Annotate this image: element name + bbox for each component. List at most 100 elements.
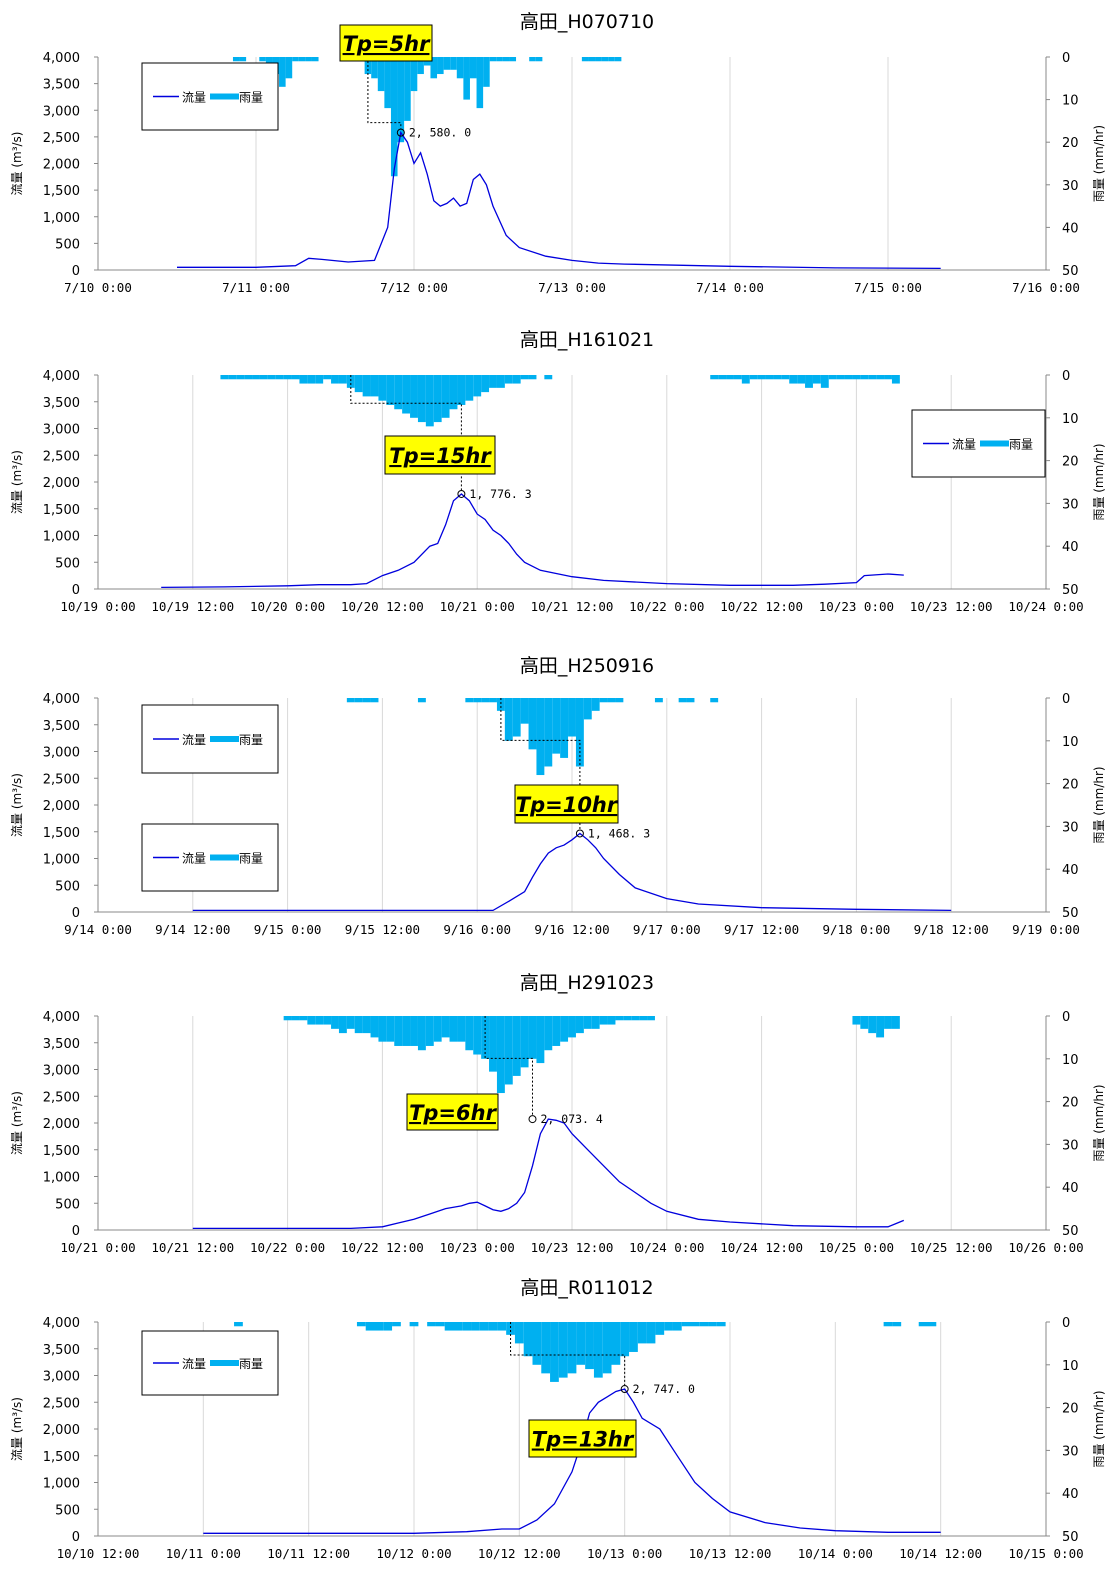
rain-bar (918, 1322, 928, 1327)
x-tick-label: 10/23 0:00 (440, 1240, 515, 1255)
y-tick-label-left: 3,500 (43, 719, 80, 734)
rain-bar (496, 1016, 505, 1094)
x-tick-label: 10/14 12:00 (899, 1546, 982, 1561)
y-tick-label-left: 2,500 (43, 131, 80, 146)
y-tick-label-left: 0 (72, 1530, 80, 1545)
tp-label: Tp=13hr (532, 1428, 635, 1452)
y-tick-label-left: 1,500 (43, 826, 80, 841)
tp-box (384, 435, 496, 475)
rain-bar (544, 698, 553, 767)
chart-title: 高田_H161021 (520, 329, 654, 351)
rain-bar (608, 57, 615, 62)
rain-bar (417, 375, 426, 423)
rain-bar (601, 57, 609, 62)
rain-bar (541, 1322, 551, 1374)
rain-bar (583, 1016, 592, 1029)
flow-line (192, 1118, 905, 1230)
x-tick-label: 10/19 0:00 (60, 599, 135, 614)
rain-bar (346, 698, 355, 703)
rain-bar (457, 1016, 466, 1042)
rain-bar (427, 1322, 436, 1327)
rain-bar (430, 57, 438, 79)
x-tick-label: 10/24 12:00 (720, 1240, 803, 1255)
x-tick-label: 10/14 0:00 (798, 1546, 873, 1561)
y-tick-label-left: 1,000 (43, 530, 80, 545)
y-tick-label-left: 2,000 (43, 1423, 80, 1438)
y-tick-label-left: 2,500 (43, 772, 80, 787)
rain-bar (532, 1322, 542, 1365)
rain-bar (365, 1322, 375, 1331)
rain-bar (828, 375, 837, 380)
rain-bar (891, 1016, 900, 1029)
rain-bar (378, 1016, 387, 1042)
rain-bar (252, 375, 260, 380)
rain-bar (473, 698, 482, 703)
x-tick-label: 9/17 12:00 (724, 922, 799, 937)
rain-bar (232, 57, 240, 62)
x-tick-label: 10/21 12:00 (151, 1240, 234, 1255)
rain-bar (410, 1016, 418, 1046)
x-tick-label: 10/22 12:00 (720, 599, 803, 614)
chart-title: 高田_H250916 (520, 655, 654, 677)
rain-bar (726, 375, 734, 380)
x-tick-label: 10/10 12:00 (57, 1546, 140, 1561)
rain-bar (354, 1016, 363, 1034)
tp-bracket (367, 57, 402, 129)
rain-bar (678, 698, 687, 703)
y-tick-label-right: 30 (1062, 1444, 1079, 1459)
rain-bar (299, 1016, 308, 1021)
chart-title: 高田_H070710 (520, 11, 654, 33)
rain-bar (457, 375, 466, 405)
x-tick-label: 10/11 12:00 (267, 1546, 350, 1561)
rain-bar (528, 375, 537, 380)
rain-bar (690, 1322, 700, 1327)
rain-bar (708, 1322, 717, 1327)
y-tick-label-right: 20 (1062, 778, 1079, 793)
rain-bar (471, 1322, 480, 1331)
x-tick-label: 10/23 0:00 (819, 599, 894, 614)
y-tick-label-left: 4,000 (43, 369, 80, 384)
rain-bar (481, 375, 490, 393)
y-tick-label-right: 50 (1062, 583, 1079, 598)
legend-rain-swatch (210, 1360, 239, 1366)
y-axis-title-right: 雨量 (mm/hr) (1092, 125, 1106, 202)
rain-bar (437, 57, 444, 75)
rain-bar (583, 698, 592, 720)
y-tick-label-left: 1,500 (43, 503, 80, 518)
y-tick-label-left: 2,500 (43, 1090, 80, 1105)
rain-bar (307, 375, 316, 384)
y-tick-label-right: 50 (1062, 906, 1079, 921)
x-tick-label: 10/23 12:00 (910, 599, 993, 614)
rain-bar (479, 1322, 489, 1331)
rain-bar (523, 1322, 533, 1357)
rain-bar (462, 1322, 472, 1331)
x-tick-label: 7/16 0:00 (1012, 280, 1080, 295)
rain-bar (520, 1016, 529, 1068)
tp-label: Tp=5hr (343, 32, 432, 56)
rain-bar (449, 1016, 458, 1042)
flow-line (177, 130, 941, 270)
rain-bar (593, 1322, 603, 1378)
rain-bar (378, 375, 387, 401)
rain-bar (654, 698, 663, 703)
rain-bar (504, 1016, 513, 1085)
x-tick-label: 10/24 0:00 (629, 1240, 704, 1255)
rain-bar (664, 1322, 673, 1331)
peak-marker (620, 1385, 629, 1394)
rain-bar (469, 57, 477, 79)
rain-bar (443, 57, 451, 70)
rain-bar (370, 1016, 379, 1038)
rain-bar (441, 375, 450, 418)
x-tick-label: 10/12 0:00 (376, 1546, 451, 1561)
rain-bar (528, 698, 537, 750)
x-tick-label: 10/11 0:00 (166, 1546, 241, 1561)
legend-flow-label: 流量 (952, 438, 976, 452)
rain-bar (781, 375, 790, 380)
rain-bar (323, 375, 332, 380)
y-tick-label-left: 3,000 (43, 746, 80, 761)
rain-bar (620, 1322, 630, 1357)
y-tick-label-right: 30 (1062, 820, 1079, 835)
rain-bar (331, 1016, 339, 1029)
rain-bar (520, 375, 529, 380)
rain-bar (374, 1322, 384, 1331)
